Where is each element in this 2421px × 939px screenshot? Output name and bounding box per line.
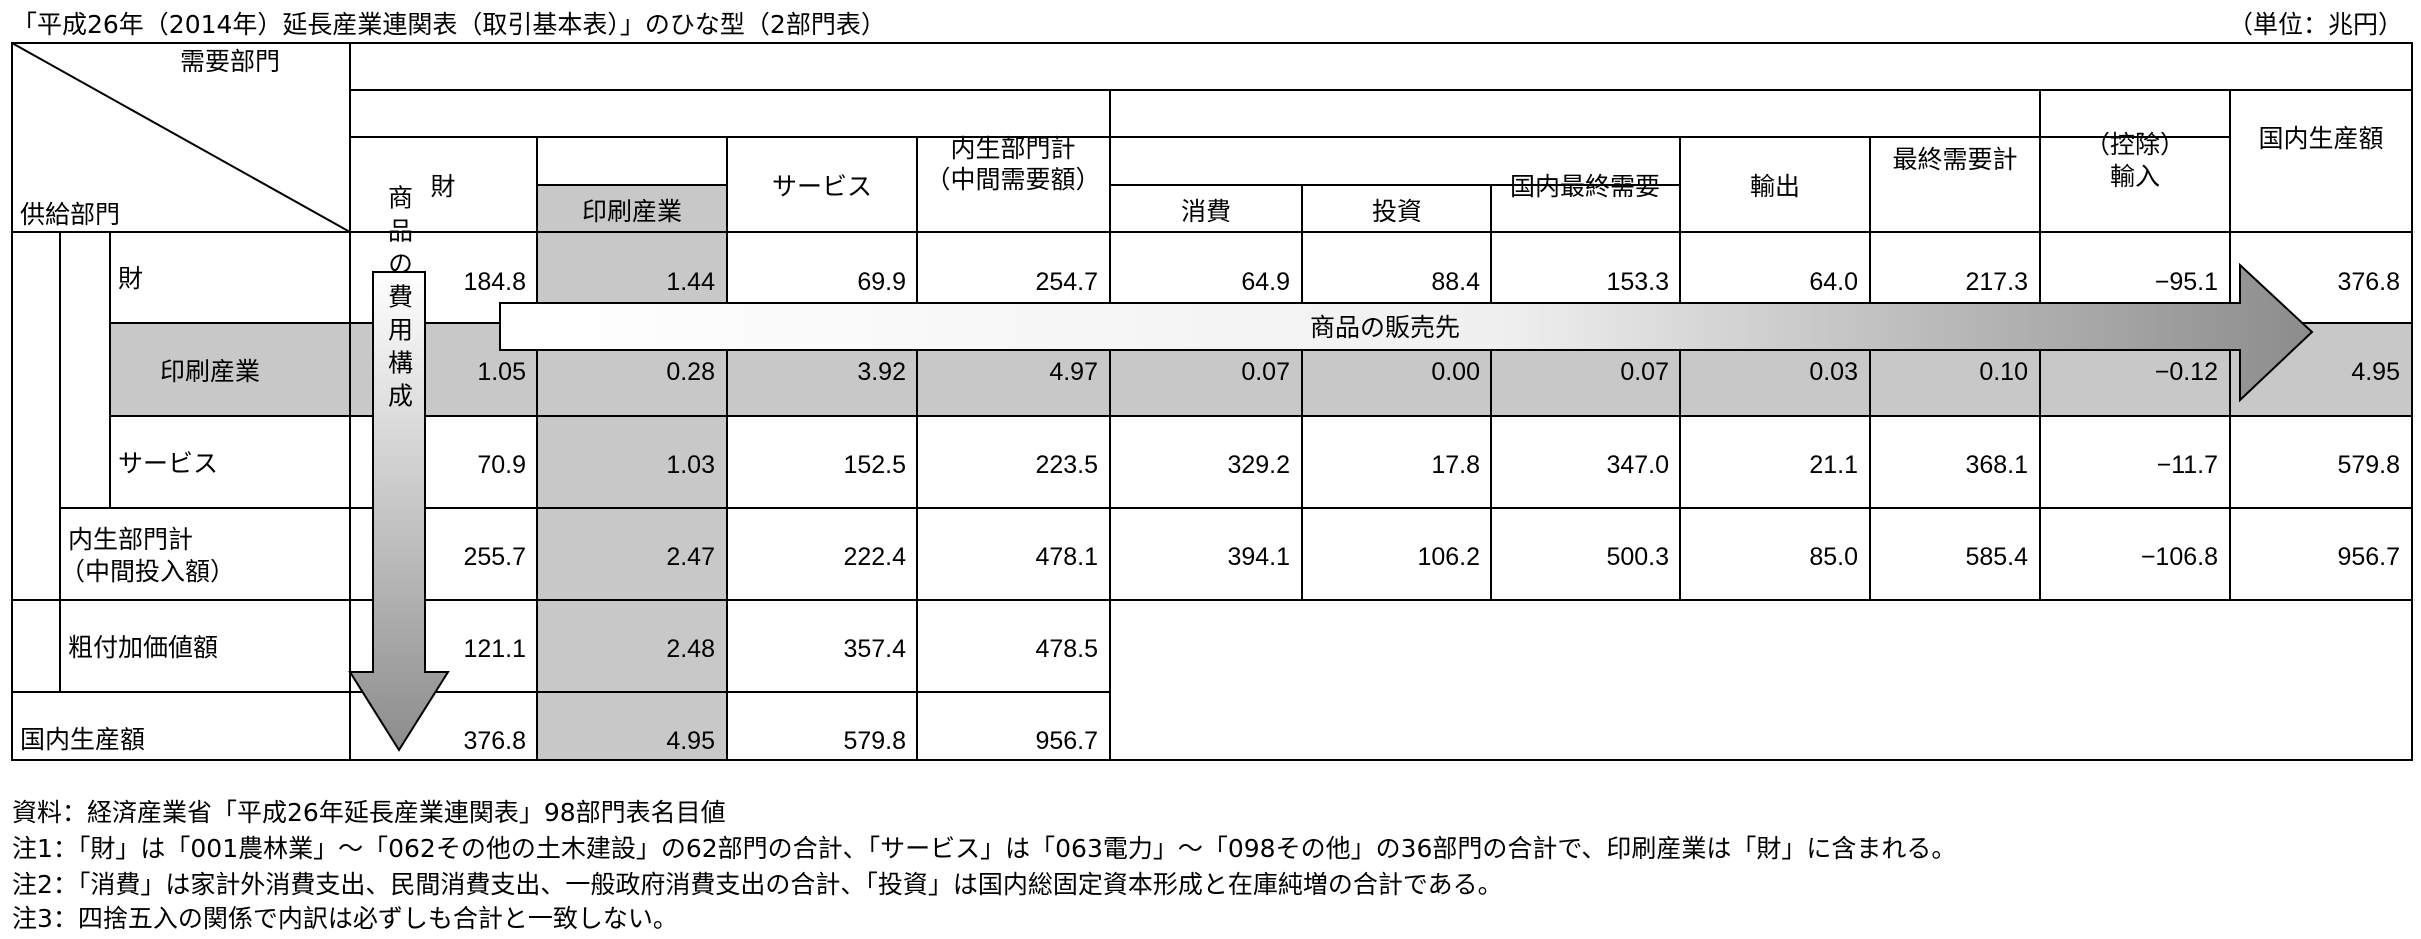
row-label-fuka: 粗付加価値額 <box>68 633 218 662</box>
row-label-insatsu: 印刷産業 <box>160 357 260 386</box>
cell-value: 152.5 <box>843 451 906 479</box>
cell-value: 579.8 <box>843 727 906 755</box>
cell-value: 106.2 <box>1417 543 1480 571</box>
cell-value: 2.47 <box>666 543 715 571</box>
cell-value: 956.7 <box>1035 727 1098 755</box>
col-header-seisan: 国内生産額 <box>2258 124 2383 153</box>
cell-value: 0.07 <box>1241 358 1290 386</box>
note-3: 注3：四捨五入の関係で内訳は必ずしも合計と一致しない。 <box>12 904 678 933</box>
row-label-service: サービス <box>118 449 218 478</box>
row-label-naisei-2: （中間投入額） <box>60 557 235 586</box>
cell-value: 1.44 <box>666 268 715 296</box>
row-label-naisei-1: 内生部門計 <box>68 525 193 554</box>
cell-value: 4.95 <box>666 727 715 755</box>
note-1: 注1：「財」は「001農林業」～「062その他の土木建設」の62部門の合計、「サ… <box>12 834 1957 863</box>
table-title: 「平成26年（2014年）延長産業連関表（取引基本表）」のひな型（2部門表） <box>12 10 886 39</box>
cell-value: 1.03 <box>666 451 715 479</box>
row-label-seisan: 国内生産額 <box>20 725 145 754</box>
cell-value: 478.5 <box>1035 635 1098 663</box>
cell-value: −11.7 <box>2157 451 2218 479</box>
cell-value: 64.0 <box>1809 268 1858 296</box>
cell-value: 4.95 <box>2351 358 2400 386</box>
cell-value: 394.1 <box>1227 543 1290 571</box>
cell-value: 88.4 <box>1431 268 1480 296</box>
col-header-naisei-2: （中間需要額） <box>925 165 1100 194</box>
col-header-zai: 財 <box>430 172 455 201</box>
cell-value: 184.8 <box>463 268 526 296</box>
cost-arrow-label: 商品の費用構成 <box>385 185 414 416</box>
cell-value: 579.8 <box>2337 451 2400 479</box>
col-header-kokunai-saishu: 国内最終需要 <box>1510 172 1660 201</box>
cell-value: 17.8 <box>1431 451 1480 479</box>
cell-value: 70.9 <box>477 451 526 479</box>
data-row-service: 70.9 1.03 152.5 223.5 329.2 17.8 347.0 2… <box>477 451 2400 479</box>
cell-value: 64.9 <box>1241 268 1290 296</box>
cell-value: 376.8 <box>463 727 526 755</box>
col-header-yunyu-1: （控除） <box>2085 130 2185 159</box>
cell-value: 956.7 <box>2337 543 2400 571</box>
cell-value: 0.28 <box>666 358 715 386</box>
cell-value: −95.1 <box>2155 268 2218 296</box>
cell-value: 255.7 <box>463 543 526 571</box>
cell-value: 153.3 <box>1606 268 1669 296</box>
cell-value: −0.12 <box>2155 358 2218 386</box>
data-row-zai: 184.8 1.44 69.9 254.7 64.9 88.4 153.3 64… <box>463 268 2400 296</box>
cell-value: 121.1 <box>463 635 526 663</box>
col-header-yunyu-2: 輸入 <box>2110 162 2160 191</box>
cell-value: 3.92 <box>857 358 906 386</box>
col-header-naisei-1: 内生部門計 <box>950 134 1075 163</box>
cell-value: 4.97 <box>1049 358 1098 386</box>
corner-supply-label: 供給部門 <box>20 200 120 229</box>
grid-lines <box>11 42 2413 761</box>
cell-value: 223.5 <box>1035 451 1098 479</box>
col-header-service: サービス <box>772 172 872 201</box>
cell-value: 329.2 <box>1227 451 1290 479</box>
col-header-saishu-kei: 最終需要計 <box>1892 145 2017 174</box>
data-row-fuka: 121.1 2.48 357.4 478.5 <box>463 635 1098 663</box>
cell-value: 21.1 <box>1809 451 1858 479</box>
cell-value: 0.00 <box>1431 358 1480 386</box>
cell-value: 69.9 <box>857 268 906 296</box>
col-header-insatsu: 印刷産業 <box>582 197 682 226</box>
io-table: 需要部門 供給部門 財 印刷産業 サービス 内生部門計 （中間需要額） 消費 投… <box>11 42 2413 761</box>
cell-value: 0.07 <box>1620 358 1669 386</box>
corner-demand-label: 需要部門 <box>180 47 280 76</box>
col-header-toushi: 投資 <box>1372 197 1422 226</box>
cell-value: 1.05 <box>477 358 526 386</box>
unit-label: （単位：兆円） <box>2227 10 2403 39</box>
cell-value: 85.0 <box>1809 543 1858 571</box>
cell-value: 0.03 <box>1809 358 1858 386</box>
note-source: 資料：経済産業省「平成26年延長産業連関表」98部門表名目値 <box>12 798 726 827</box>
cell-value: 2.48 <box>666 635 715 663</box>
cell-value: 357.4 <box>843 635 906 663</box>
cell-value: 376.8 <box>2337 268 2400 296</box>
cell-value: 500.3 <box>1606 543 1669 571</box>
cell-value: 368.1 <box>1965 451 2028 479</box>
cell-value: 222.4 <box>843 543 906 571</box>
data-row-seisan: 376.8 4.95 579.8 956.7 <box>463 727 1098 755</box>
cell-value: −106.8 <box>2141 543 2218 571</box>
cell-value: 347.0 <box>1606 451 1669 479</box>
cost-arrow <box>348 271 450 752</box>
cell-value: 217.3 <box>1965 268 2028 296</box>
cell-value: 585.4 <box>1965 543 2028 571</box>
note-2: 注2：「消費」は家計外消費支出、民間消費支出、一般政府消費支出の合計、「投資」は… <box>12 870 1503 899</box>
col-header-shouhi: 消費 <box>1181 197 1231 226</box>
sales-arrow-label: 商品の販売先 <box>1310 313 1460 342</box>
cell-value: 254.7 <box>1035 268 1098 296</box>
data-row-insatsu: 1.05 0.28 3.92 4.97 0.07 0.00 0.07 0.03 … <box>477 358 2400 386</box>
shade-column-insatsu <box>537 185 727 760</box>
row-label-zai: 財 <box>118 264 143 293</box>
data-row-naisei: 255.7 2.47 222.4 478.1 394.1 106.2 500.3… <box>463 543 2400 571</box>
sales-arrow <box>499 262 2314 403</box>
cell-value: 0.10 <box>1979 358 2028 386</box>
cell-value: 478.1 <box>1035 543 1098 571</box>
col-header-yushutsu: 輸出 <box>1750 172 1800 201</box>
